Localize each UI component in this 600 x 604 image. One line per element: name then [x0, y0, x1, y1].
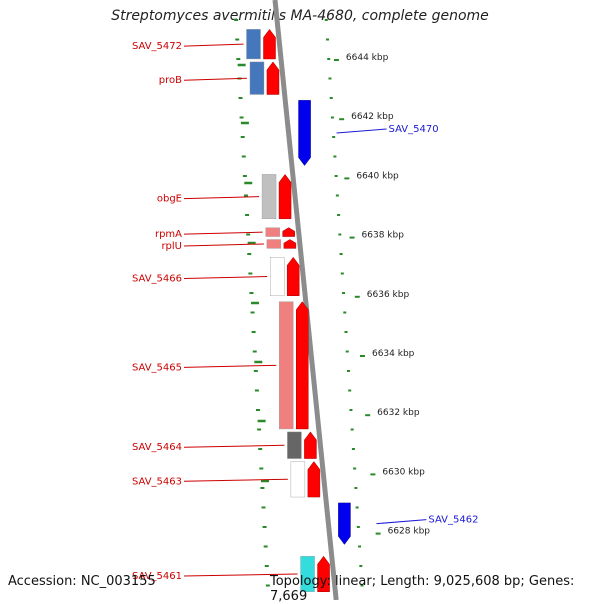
gene-leader [183, 444, 285, 448]
gene-label[interactable]: SAV_5464 [132, 442, 182, 453]
gene-arrow[interactable] [278, 173, 292, 220]
gene-arrow[interactable] [304, 431, 317, 459]
gene-label[interactable]: SAV_5472 [132, 41, 182, 52]
gene-block[interactable] [265, 227, 280, 237]
gene-block[interactable] [261, 174, 277, 219]
scale-label: 6632 kbp [377, 408, 420, 418]
scale-label: 6628 kbp [388, 527, 431, 537]
gene-arrow[interactable] [282, 227, 295, 237]
gene-leader [183, 364, 277, 368]
scale-label: 6634 kbp [372, 349, 415, 359]
scale-label: 6642 kbp [351, 112, 394, 122]
scale-label: 6636 kbp [367, 290, 410, 300]
scale-label: 6640 kbp [356, 171, 399, 181]
scale-label: 6638 kbp [362, 231, 405, 241]
gene-label[interactable]: SAV_5466 [132, 274, 182, 285]
scale-label: 6644 kbp [346, 53, 389, 63]
gene-leader [183, 43, 244, 47]
gene-arrow[interactable] [263, 28, 276, 60]
gene-leader [183, 243, 264, 247]
gene-block[interactable] [249, 61, 265, 95]
accession-label: Accession: NC_003155 [8, 574, 156, 589]
gene-arrow[interactable] [298, 100, 311, 166]
gene-arrow[interactable] [338, 502, 351, 545]
genome-title: Streptomyces avermitilis MA-4680, comple… [111, 8, 489, 24]
gene-label[interactable]: SAV_5465 [132, 362, 182, 373]
scale-label: 6630 kbp [382, 467, 425, 477]
gene-block[interactable] [266, 239, 282, 249]
gene-label[interactable]: SAV_5461 [132, 571, 182, 582]
gene-leader [183, 478, 288, 482]
gene-block[interactable] [300, 556, 315, 592]
gene-arrow[interactable] [317, 555, 330, 593]
gene-arrow[interactable] [296, 301, 309, 430]
gene-block[interactable] [290, 461, 306, 498]
gene-arrow[interactable] [283, 239, 297, 249]
gene-arrow[interactable] [286, 256, 300, 297]
gene-label[interactable]: SAV_5462 [428, 515, 478, 526]
gene-leader [183, 276, 268, 280]
gene-label[interactable]: rplU [161, 241, 182, 252]
gene-label[interactable]: SAV_5470 [389, 124, 439, 135]
gene-block[interactable] [270, 257, 285, 296]
gene-label[interactable]: SAV_5463 [132, 476, 182, 487]
genome-backbone [272, 0, 339, 600]
gene-block[interactable] [246, 29, 261, 60]
gene-leader [183, 231, 263, 235]
gene-leader [336, 128, 387, 134]
gene-label[interactable]: proB [159, 75, 182, 86]
gene-arrow[interactable] [307, 461, 321, 498]
gene-block[interactable] [279, 301, 294, 430]
gene-leader [376, 519, 427, 525]
gene-leader [183, 77, 247, 81]
gene-leader [183, 573, 298, 577]
gene-label[interactable]: obgE [157, 194, 182, 205]
gene-block[interactable] [287, 431, 302, 459]
gene-label[interactable]: rpmA [155, 229, 182, 240]
gene-leader [183, 196, 260, 200]
gene-arrow[interactable] [266, 61, 280, 95]
